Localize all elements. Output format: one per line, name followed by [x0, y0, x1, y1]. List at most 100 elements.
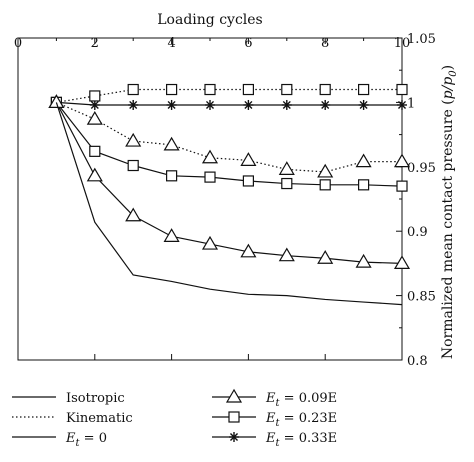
y-axis-title-sub: 0	[448, 70, 459, 77]
point-isotropic_tri-1	[86, 167, 103, 182]
point-kinematic-9	[396, 83, 408, 96]
point-kinematic-3	[166, 83, 178, 96]
series-s0033	[51, 97, 407, 110]
point-s0023-3	[166, 170, 178, 182]
legend-item-1: Kinematic	[12, 411, 133, 426]
legend-label-sub-5: t	[276, 438, 281, 449]
point-s0033-3-stroke-3	[167, 100, 176, 110]
point-s0033-2	[128, 99, 139, 110]
point-s0023-2	[127, 159, 139, 172]
point-s0033-2-stroke-3	[129, 100, 138, 110]
point-s0023-9	[396, 180, 408, 192]
point-s0009-5	[240, 152, 257, 166]
point-s0009-9	[393, 153, 411, 168]
y-tick-label-1: 0.85	[407, 290, 436, 305]
legend-item-0: Isotropic	[12, 391, 125, 406]
y-tick-label-3: 0.95	[407, 161, 436, 176]
point-s0009-3	[163, 136, 180, 151]
point-kinematic-6	[281, 83, 293, 96]
legend-label-4: Et = 0.23E	[265, 411, 337, 429]
point-s0033-6	[281, 99, 292, 110]
point-s0009-7	[317, 163, 334, 178]
series-line-s0023	[55, 102, 403, 187]
point-kinematic-1	[89, 90, 101, 102]
point-isotropic_tri-4	[201, 235, 219, 250]
series-s0023	[50, 96, 408, 192]
series-s0009	[48, 94, 411, 178]
legend-marker-4	[228, 411, 240, 423]
point-s0023-4	[204, 171, 216, 183]
legend-label-3: Et = 0.09E	[265, 391, 337, 409]
point-isotropic_tri-5	[240, 243, 257, 258]
point-s0033-5	[243, 99, 254, 110]
legend-label-sub-3: t	[276, 398, 281, 409]
point-s0033-5-stroke-3	[244, 100, 253, 110]
y-axis-title-main: Normalized mean contact pressure (	[440, 99, 456, 359]
legend-label-5: Et = 0.33E	[265, 431, 337, 449]
point-kinematic-7	[319, 83, 331, 96]
y-tick-label-4: 1	[407, 96, 415, 111]
legend-label-suffix-4: = 0.23E	[280, 411, 338, 426]
point-isotropic_tri-2	[125, 207, 142, 222]
legend-label-suffix-5: = 0.33E	[280, 431, 338, 446]
point-isotropic_tri-9	[393, 255, 411, 269]
y-axis-title-close: )	[440, 65, 456, 70]
y-axis-title: Normalized mean contact pressure (p/p0)	[440, 65, 459, 359]
legend-label-0: Isotropic	[66, 391, 125, 406]
legend-item-5: Et = 0.33E	[212, 431, 337, 449]
legend-label-suffix-2: = 0	[80, 431, 107, 446]
point-kinematic-4	[204, 83, 216, 96]
point-s0009-4	[201, 149, 219, 164]
point-kinematic-5	[242, 83, 254, 96]
legend-label-sub-4: t	[276, 418, 281, 429]
y-tick-label-2: 0.9	[407, 225, 428, 240]
point-s0033-7	[320, 99, 331, 110]
legend-item-3: Et = 0.09E	[212, 388, 337, 409]
point-s0009-2	[125, 132, 142, 147]
y-tick-label-5: 1.05	[407, 32, 436, 47]
legend-marker-3	[225, 388, 243, 403]
y-tick-labels: 0.8 0.85 0.9 0.95 1 1.05	[407, 32, 436, 369]
point-s0023-5	[242, 175, 254, 187]
point-s0033-9	[397, 99, 407, 110]
point-s0009-1	[86, 110, 103, 125]
point-s0023-7	[319, 179, 331, 191]
legend-label-prefix-5: E	[265, 431, 276, 446]
y-tick-label-0: 0.8	[407, 354, 428, 369]
legend-label-2: Et = 0	[65, 431, 107, 449]
series-isotropic_tri	[48, 94, 411, 269]
series-line-s0009	[56, 101, 402, 173]
legend-label-prefix-2: E	[65, 431, 76, 446]
point-isotropic_tri-6	[278, 247, 295, 262]
point-s0033-3	[166, 99, 177, 110]
point-s0023-8	[358, 179, 370, 191]
point-s0033-1-stroke-3	[90, 100, 99, 110]
series-line-kinematic	[56, 88, 402, 103]
legend-marker-5-stroke-3	[229, 432, 239, 442]
point-kinematic-8	[358, 83, 370, 96]
point-kinematic-2	[127, 83, 139, 96]
series-line-isotropic_tri	[55, 102, 403, 264]
point-s0033-8	[358, 99, 369, 110]
point-s0033-4-stroke-3	[205, 100, 215, 110]
y-axis-title-var: p/p	[440, 77, 456, 100]
point-s0023-6	[281, 177, 293, 190]
legend-item-4: Et = 0.23E	[212, 411, 337, 429]
point-isotropic_tri-8	[355, 253, 372, 268]
legend-label-prefix-4: E	[265, 411, 276, 426]
series-et0	[55, 102, 403, 306]
point-s0009-8	[355, 153, 372, 168]
series-line-et0	[55, 102, 403, 306]
legend-label-suffix-3: = 0.09E	[280, 391, 338, 406]
point-s0033-7-stroke-3	[321, 100, 330, 110]
point-s0033-6-stroke-3	[282, 100, 291, 110]
series-kinematic	[50, 83, 408, 109]
point-s0033-8-stroke-3	[359, 100, 368, 110]
point-s0033-1	[89, 99, 100, 110]
point-s0023-1	[89, 145, 101, 157]
point-s0033-4	[205, 99, 215, 110]
point-isotropic_tri-0	[48, 94, 65, 109]
point-s0009-6	[278, 161, 295, 175]
